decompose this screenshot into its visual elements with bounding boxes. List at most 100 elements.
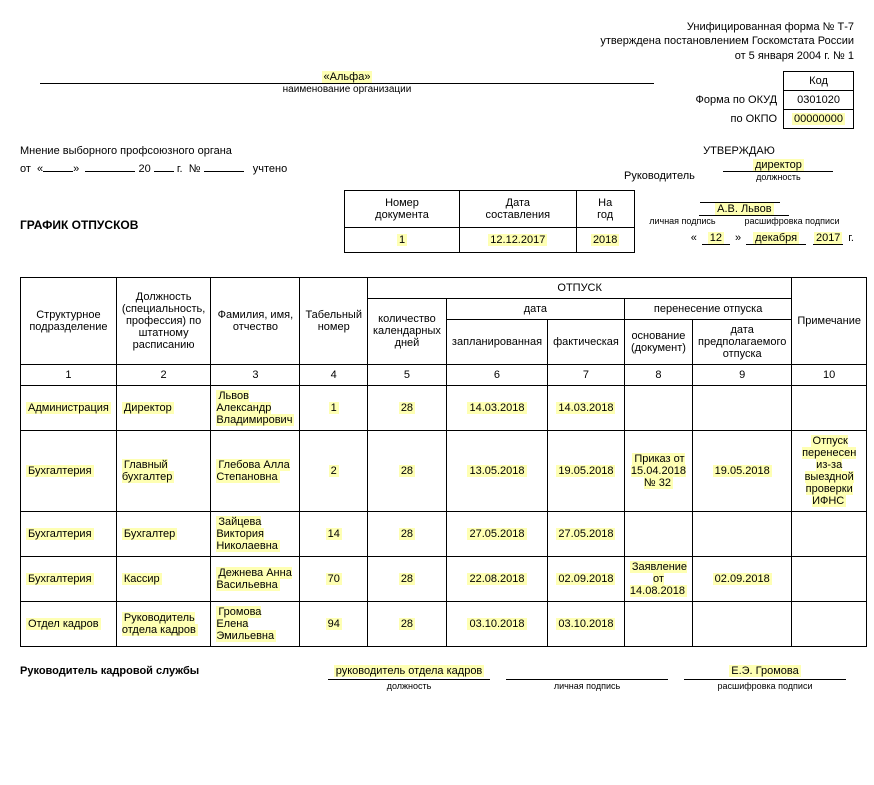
footer-sign-caption: личная подпись xyxy=(506,681,668,691)
meta-date: 12.12.2017 xyxy=(488,234,547,246)
okpo-label: по ОКПО xyxy=(688,109,784,128)
table-row: БухгалтерияГлавный бухгалтерГлебова Алла… xyxy=(21,430,867,511)
approve-sign-caption: личная подпись xyxy=(649,216,715,226)
th-days: количество календарных дней xyxy=(367,298,446,364)
approve-position-caption: должность xyxy=(703,172,854,182)
form-header-line1: Унифицированная форма № Т-7 xyxy=(20,20,854,34)
doc-title: ГРАФИК ОТПУСКОВ xyxy=(20,190,319,232)
meta-year: 2018 xyxy=(591,234,619,246)
colnum-8: 8 xyxy=(624,364,692,385)
footer-position-caption: должность xyxy=(328,681,490,691)
cell-tab: 70 xyxy=(300,556,368,601)
cell-note xyxy=(792,601,867,646)
cell-plan: 13.05.2018 xyxy=(446,430,547,511)
approve-name: А.В. Львов xyxy=(715,203,773,215)
cell-newdate: 02.09.2018 xyxy=(693,556,792,601)
opinion-god: г. xyxy=(177,163,183,175)
cell-tab: 94 xyxy=(300,601,368,646)
meta-table: Номер документа Дата составления На год … xyxy=(344,190,635,253)
org-name: «Альфа» xyxy=(322,71,373,83)
okud-value: 0301020 xyxy=(784,90,854,109)
th-position: Должность (специальность, профессия) по … xyxy=(116,277,210,364)
meta-h-num: Номер документа xyxy=(344,190,459,227)
cell-days: 28 xyxy=(367,511,446,556)
colnum-4: 4 xyxy=(300,364,368,385)
meta-h-date: Дата составления xyxy=(460,190,577,227)
cell-newdate: 19.05.2018 xyxy=(693,430,792,511)
cell-plan: 14.03.2018 xyxy=(446,385,547,430)
opinion-title: Мнение выборного профсоюзного органа xyxy=(20,145,287,157)
approve-name-caption: расшифровка подписи xyxy=(745,216,840,226)
th-note: Примечание xyxy=(792,277,867,364)
cell-unit: Бухгалтерия xyxy=(21,511,117,556)
footer-position: руководитель отдела кадров xyxy=(334,665,485,677)
opinion-day xyxy=(43,171,73,172)
cell-days: 28 xyxy=(367,385,446,430)
approve-block: УТВЕРЖДАЮ Руководитель директор должност… xyxy=(624,145,854,182)
approve-g: г. xyxy=(848,232,854,244)
meta-num: 1 xyxy=(397,234,407,246)
cell-pos: Главный бухгалтер xyxy=(116,430,210,511)
th-basis: основание (документ) xyxy=(624,319,692,364)
opinion-20: 20 xyxy=(138,163,150,175)
form-header-line2: утверждена постановлением Госкомстата Ро… xyxy=(20,34,854,48)
th-transfer: перенесение отпуска xyxy=(624,298,792,319)
colnum-9: 9 xyxy=(693,364,792,385)
union-opinion: Мнение выборного профсоюзного органа от … xyxy=(20,145,287,175)
th-tab: Табельный номер xyxy=(300,277,368,364)
cell-days: 28 xyxy=(367,601,446,646)
table-row: Отдел кадровРуководитель отдела кадровГр… xyxy=(21,601,867,646)
cell-fact: 27.05.2018 xyxy=(548,511,625,556)
cell-plan: 27.05.2018 xyxy=(446,511,547,556)
cell-note xyxy=(792,511,867,556)
kod-header: Код xyxy=(784,71,854,90)
org-caption: наименование организации xyxy=(40,84,654,95)
cell-unit: Администрация xyxy=(21,385,117,430)
approve-month: декабря xyxy=(753,232,799,244)
cell-tab: 1 xyxy=(300,385,368,430)
colnum-2: 2 xyxy=(116,364,210,385)
opinion-no: № xyxy=(189,163,201,175)
cell-basis: Заявление от 14.08.2018 xyxy=(624,556,692,601)
th-planned: запланированная xyxy=(446,319,547,364)
okpo-value: 00000000 xyxy=(792,113,845,125)
vacation-table: Структурное подразделение Должность (спе… xyxy=(20,277,867,647)
cell-pos: Директор xyxy=(116,385,210,430)
cell-newdate xyxy=(693,511,792,556)
opinion-uchteno: учтено xyxy=(253,163,287,175)
footer-label: Руководитель кадровой службы xyxy=(20,665,320,677)
cell-unit: Бухгалтерия xyxy=(21,556,117,601)
footer-signature: Руководитель кадровой службы руководител… xyxy=(20,665,854,691)
cell-pos: Руководитель отдела кадров xyxy=(116,601,210,646)
cell-fio: Зайцева Виктория Николаевна xyxy=(211,511,300,556)
footer-name: Е.Э. Громова xyxy=(729,665,801,677)
table-row: АдминистрацияДиректорЛьвов Александр Вла… xyxy=(21,385,867,430)
cell-plan: 22.08.2018 xyxy=(446,556,547,601)
codes-block: Код Форма по ОКУД 0301020 по ОКПО 000000… xyxy=(688,71,854,129)
approve-title: УТВЕРЖДАЮ xyxy=(624,145,854,157)
okud-label: Форма по ОКУД xyxy=(688,90,784,109)
cell-fact: 14.03.2018 xyxy=(548,385,625,430)
colnum-1: 1 xyxy=(21,364,117,385)
footer-name-caption: расшифровка подписи xyxy=(684,681,846,691)
th-unit: Структурное подразделение xyxy=(21,277,117,364)
cell-unit: Бухгалтерия xyxy=(21,430,117,511)
meta-h-year: На год xyxy=(576,190,634,227)
approve-position: директор xyxy=(753,159,804,171)
th-newdate: дата предполагаемого отпуска xyxy=(693,319,792,364)
cell-basis xyxy=(624,601,692,646)
colnum-3: 3 xyxy=(211,364,300,385)
cell-days: 28 xyxy=(367,430,446,511)
opinion-number xyxy=(204,171,244,172)
cell-tab: 2 xyxy=(300,430,368,511)
cell-basis: Приказ от 15.04.2018 № 32 xyxy=(624,430,692,511)
form-header-line3: от 5 января 2004 г. № 1 xyxy=(20,49,854,63)
approve-signature: А.В. Львов личная подпись расшифровка по… xyxy=(635,190,854,245)
th-actual: фактическая xyxy=(548,319,625,364)
cell-fio: Громова Елена Эмильевна xyxy=(211,601,300,646)
cell-basis xyxy=(624,511,692,556)
cell-note xyxy=(792,556,867,601)
cell-fio: Глебова Алла Степановна xyxy=(211,430,300,511)
cell-days: 28 xyxy=(367,556,446,601)
opinion-month xyxy=(85,171,135,172)
